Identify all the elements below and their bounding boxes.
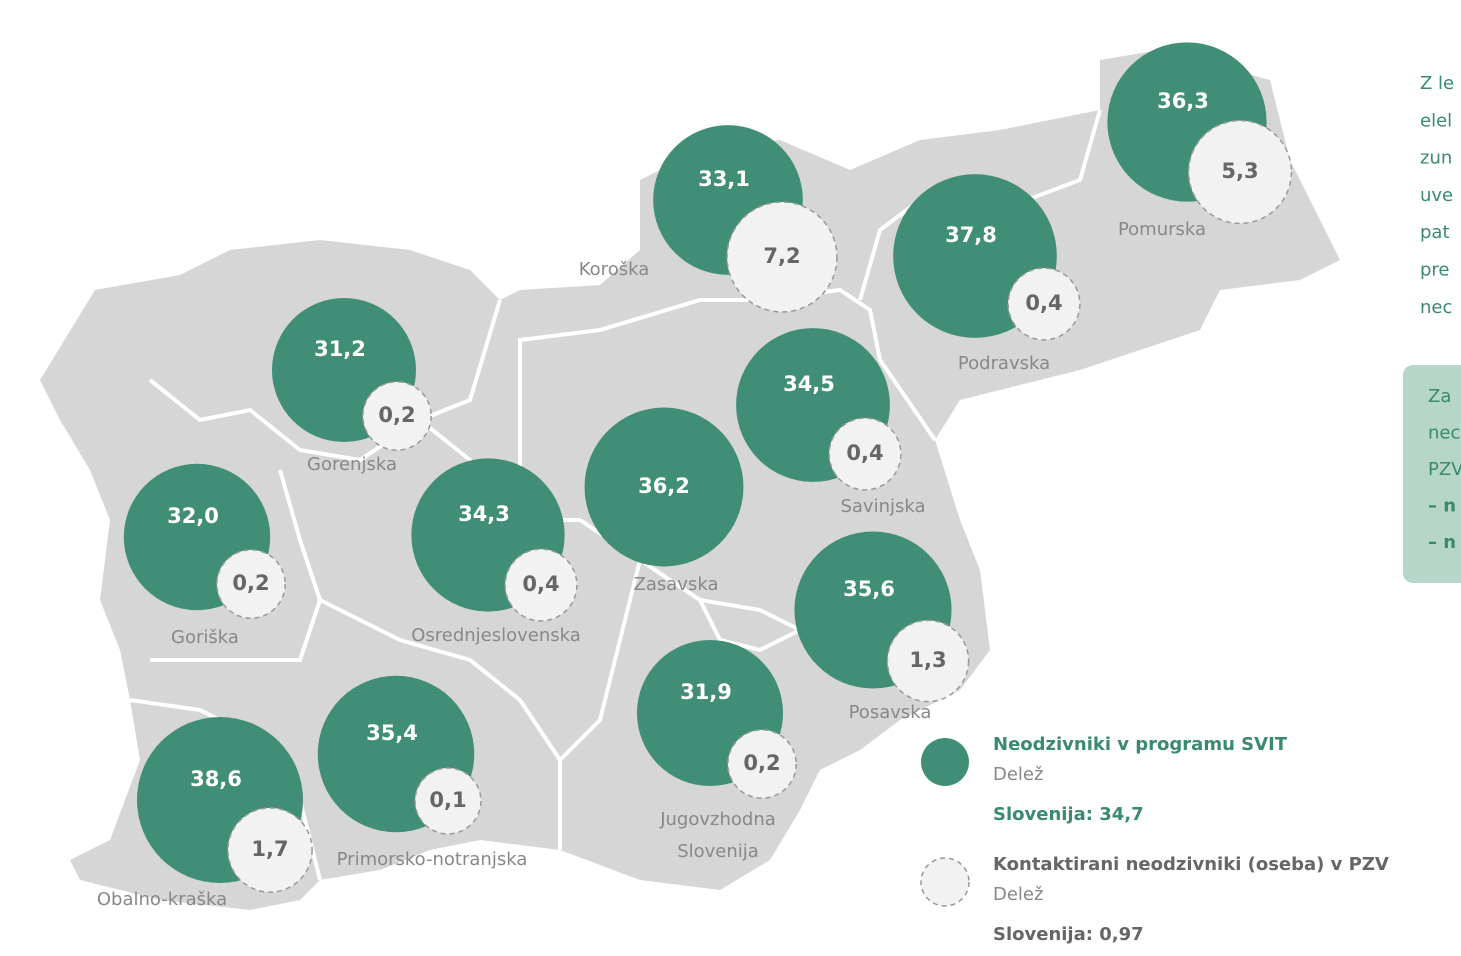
side-box-text: PZV — [1428, 459, 1461, 480]
side-box — [1403, 365, 1461, 583]
share-bubble — [584, 407, 744, 567]
legend-subtitle: Delež — [993, 884, 1043, 905]
share-label: 33,1 — [698, 167, 750, 191]
contacted-label: 1,7 — [251, 837, 288, 861]
contacted-bubble — [216, 549, 286, 619]
contacted-bubble — [727, 729, 797, 799]
contacted-bubble — [726, 201, 838, 313]
region-name: Koroška — [579, 259, 649, 280]
region-name: Osrednjeslovenska — [411, 625, 581, 646]
share-label: 35,4 — [366, 721, 418, 745]
region-name: Podravska — [958, 353, 1050, 374]
region-name: Slovenija — [677, 841, 759, 862]
region-name: Primorsko-notranjska — [337, 849, 528, 870]
region-name: Savinjska — [840, 496, 925, 517]
side-text: nec — [1420, 297, 1452, 318]
contacted-label: 0,4 — [1025, 291, 1062, 315]
region-name: Obalno-kraška — [97, 889, 227, 910]
contacted-bubble — [1187, 119, 1293, 225]
contacted-label: 7,2 — [763, 244, 800, 268]
legend-subtitle: Delež — [993, 764, 1043, 785]
side-box-text: nec — [1428, 423, 1460, 444]
contacted-bubble — [1007, 267, 1081, 341]
side-text: pre — [1420, 260, 1450, 281]
side-box-text: Za — [1428, 386, 1451, 407]
share-label: 32,0 — [167, 504, 219, 528]
share-label: 31,9 — [680, 680, 732, 704]
region-name: Posavska — [849, 702, 932, 723]
side-text: uve — [1420, 185, 1453, 206]
share-label: 31,2 — [314, 337, 366, 361]
contacted-label: 0,1 — [429, 788, 466, 812]
contacted-bubble — [828, 417, 902, 491]
contacted-label: 0,2 — [232, 571, 269, 595]
share-label: 35,6 — [843, 577, 895, 601]
legend-total: Slovenija: 34,7 — [993, 804, 1144, 825]
contacted-bubble — [227, 807, 313, 893]
region-name: Gorenjska — [307, 454, 397, 475]
region-name: Goriška — [171, 627, 239, 648]
region-name: Zasavska — [634, 574, 719, 595]
share-label: 37,8 — [945, 223, 997, 247]
share-label: 36,2 — [638, 474, 690, 498]
side-text: elel — [1420, 110, 1452, 131]
contacted-bubble — [414, 767, 482, 835]
region-name: Jugovzhodna — [659, 809, 776, 830]
side-text: zun — [1420, 148, 1452, 169]
contacted-label: 0,2 — [743, 751, 780, 775]
side-text: pat — [1420, 222, 1450, 243]
contacted-label: 5,3 — [1221, 159, 1258, 183]
share-label: 34,3 — [458, 502, 510, 526]
legend-swatch — [920, 857, 970, 907]
legend-total: Slovenija: 0,97 — [993, 924, 1144, 945]
contacted-label: 0,4 — [522, 572, 559, 596]
share-label: 38,6 — [190, 767, 242, 791]
region-name: Pomurska — [1118, 219, 1206, 240]
contacted-bubble — [362, 381, 432, 451]
share-label: 36,3 — [1157, 89, 1209, 113]
legend-title: Neodzivniki v programu SVIT — [993, 734, 1288, 755]
legend-title: Kontaktirani neodzivniki (oseba) v PZV — [993, 854, 1389, 875]
contacted-bubble — [886, 619, 970, 703]
contacted-label: 1,3 — [909, 648, 946, 672]
contacted-label: 0,2 — [378, 403, 415, 427]
side-box-text: – n — [1428, 532, 1456, 553]
side-box-text: – n — [1428, 496, 1456, 517]
contacted-label: 0,4 — [846, 441, 883, 465]
contacted-bubble — [504, 548, 578, 622]
side-text: Z le — [1420, 73, 1454, 94]
legend-swatch — [921, 738, 969, 786]
share-label: 34,5 — [783, 372, 835, 396]
